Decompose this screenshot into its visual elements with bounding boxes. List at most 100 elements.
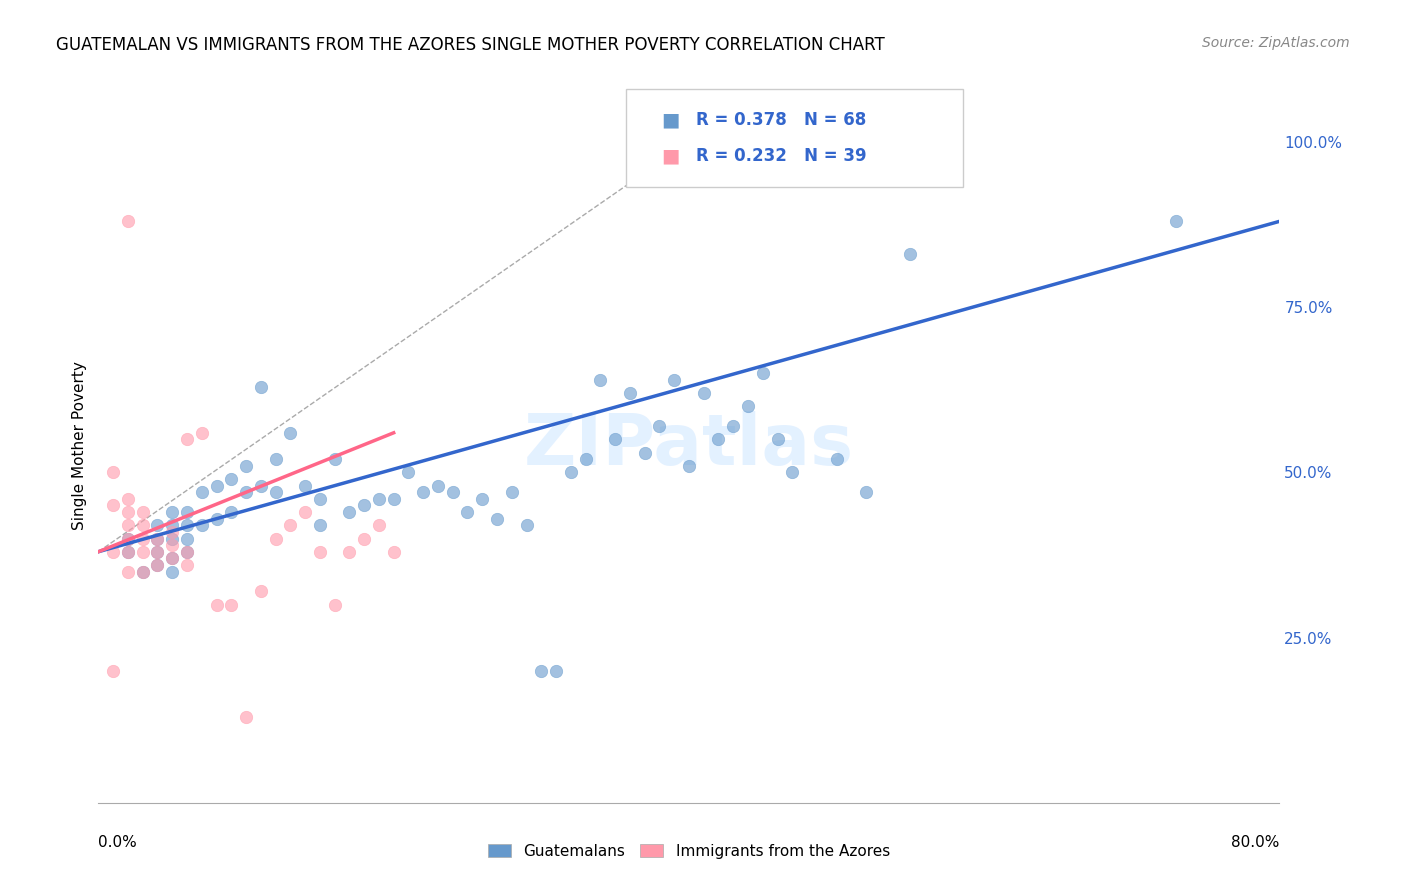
Point: [619, 386, 641, 401]
Point: [205, 511, 228, 525]
Point: [633, 445, 655, 459]
Point: [205, 478, 228, 492]
Point: [146, 545, 169, 559]
Text: 0.0%: 0.0%: [98, 836, 138, 850]
Point: [323, 598, 346, 612]
Point: [162, 524, 183, 539]
Point: [176, 545, 198, 559]
Point: [353, 532, 375, 546]
Point: [264, 485, 287, 500]
Point: [825, 452, 848, 467]
Point: [707, 433, 730, 447]
Point: [235, 458, 257, 473]
Point: [250, 379, 273, 393]
Point: [294, 505, 316, 519]
Point: [176, 532, 198, 546]
Point: [309, 545, 332, 559]
Text: R = 0.378   N = 68: R = 0.378 N = 68: [696, 112, 866, 129]
Point: [117, 214, 139, 228]
Point: [117, 545, 139, 559]
Point: [368, 518, 391, 533]
Point: [250, 584, 273, 599]
Point: [219, 505, 242, 519]
Point: [501, 485, 523, 500]
Point: [132, 532, 155, 546]
Point: [117, 565, 139, 579]
Point: [103, 466, 125, 480]
Point: [309, 491, 332, 506]
Point: [146, 558, 169, 572]
Point: [855, 485, 877, 500]
Point: [162, 538, 183, 552]
Point: [162, 518, 183, 533]
Point: [162, 505, 183, 519]
Point: [693, 386, 716, 401]
Point: [605, 433, 627, 447]
Point: [515, 518, 537, 533]
Point: [146, 532, 169, 546]
Point: [530, 664, 553, 678]
Point: [353, 499, 375, 513]
Point: [132, 518, 155, 533]
Point: [648, 419, 671, 434]
Point: [117, 532, 139, 546]
Point: [176, 505, 198, 519]
Point: [132, 545, 155, 559]
Point: [574, 452, 596, 467]
Text: ■: ■: [661, 146, 679, 166]
Point: [751, 367, 773, 381]
Point: [664, 373, 686, 387]
Point: [339, 505, 360, 519]
Point: [294, 478, 316, 492]
Point: [103, 545, 125, 559]
Point: [219, 472, 242, 486]
Point: [250, 478, 273, 492]
Point: [176, 545, 198, 559]
Point: [219, 598, 242, 612]
Point: [117, 532, 139, 546]
Text: ZIPatlas: ZIPatlas: [524, 411, 853, 481]
Point: [176, 518, 198, 533]
Point: [396, 466, 419, 480]
Point: [146, 545, 169, 559]
Point: [117, 505, 139, 519]
Point: [278, 425, 302, 440]
Point: [103, 664, 125, 678]
Point: [412, 485, 434, 500]
Point: [264, 532, 287, 546]
Point: [191, 518, 214, 533]
Point: [176, 433, 198, 447]
Point: [176, 558, 198, 572]
Point: [235, 485, 257, 500]
Point: [471, 491, 494, 506]
Point: [117, 545, 139, 559]
Text: 80.0%: 80.0%: [1232, 836, 1279, 850]
Point: [146, 558, 169, 572]
Point: [723, 419, 745, 434]
Point: [560, 466, 582, 480]
Point: [339, 545, 360, 559]
Point: [900, 247, 922, 261]
Point: [132, 505, 155, 519]
Point: [441, 485, 464, 500]
Point: [486, 511, 509, 525]
Point: [117, 518, 139, 533]
Point: [132, 565, 155, 579]
Point: [546, 664, 568, 678]
Point: [278, 518, 302, 533]
Point: [323, 452, 346, 467]
Point: [205, 598, 228, 612]
Point: [264, 452, 287, 467]
Point: [678, 458, 700, 473]
Point: [162, 551, 183, 566]
Point: [382, 545, 405, 559]
Point: [427, 478, 450, 492]
Point: [103, 499, 125, 513]
Point: [235, 710, 257, 724]
Text: ■: ■: [661, 111, 679, 130]
Point: [132, 565, 155, 579]
Text: GUATEMALAN VS IMMIGRANTS FROM THE AZORES SINGLE MOTHER POVERTY CORRELATION CHART: GUATEMALAN VS IMMIGRANTS FROM THE AZORES…: [56, 36, 884, 54]
Legend: Guatemalans, Immigrants from the Azores: Guatemalans, Immigrants from the Azores: [481, 836, 897, 866]
Point: [589, 373, 612, 387]
Point: [146, 532, 169, 546]
